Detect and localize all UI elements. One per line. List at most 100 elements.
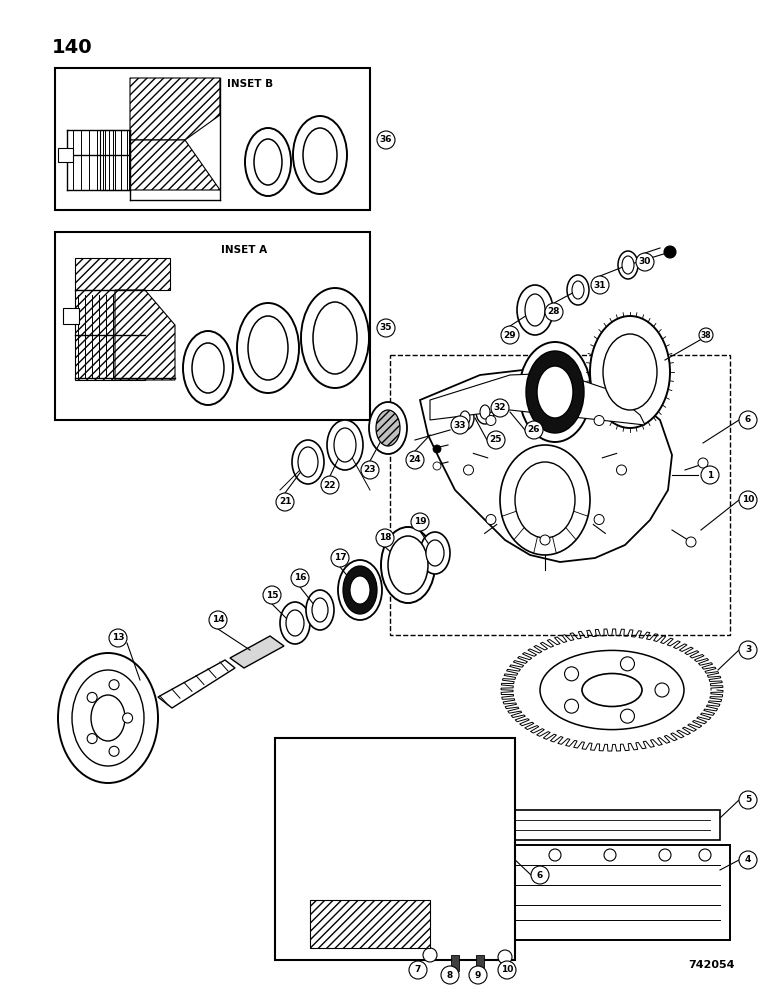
Text: 17: 17: [334, 554, 346, 562]
Circle shape: [686, 537, 696, 547]
Circle shape: [540, 535, 550, 545]
Bar: [55, 68, 370, 210]
Text: 742054: 742054: [689, 960, 735, 970]
Ellipse shape: [280, 602, 310, 644]
Ellipse shape: [426, 540, 444, 566]
Ellipse shape: [460, 411, 470, 425]
Text: 21: 21: [278, 497, 291, 506]
Text: 32: 32: [494, 403, 506, 412]
Circle shape: [594, 416, 604, 426]
Circle shape: [486, 416, 496, 426]
Polygon shape: [420, 368, 672, 562]
Ellipse shape: [298, 447, 318, 477]
Circle shape: [331, 549, 349, 567]
Bar: [476, 955, 484, 971]
Circle shape: [433, 445, 441, 453]
Circle shape: [491, 399, 509, 417]
Circle shape: [659, 849, 671, 861]
Ellipse shape: [582, 674, 642, 706]
Circle shape: [594, 514, 604, 524]
Ellipse shape: [72, 670, 144, 766]
Text: 35: 35: [380, 324, 392, 332]
Circle shape: [451, 416, 469, 434]
Bar: [451, 955, 459, 971]
Circle shape: [463, 465, 473, 475]
Circle shape: [376, 529, 394, 547]
Polygon shape: [158, 660, 235, 708]
Text: 8: 8: [447, 970, 453, 980]
Circle shape: [109, 629, 127, 647]
Circle shape: [565, 699, 579, 713]
Text: 38: 38: [700, 330, 711, 340]
Circle shape: [739, 411, 757, 429]
Circle shape: [441, 966, 459, 984]
Circle shape: [604, 849, 616, 861]
Ellipse shape: [245, 128, 291, 196]
Circle shape: [540, 395, 550, 405]
Circle shape: [469, 966, 487, 984]
Text: 30: 30: [639, 257, 651, 266]
Ellipse shape: [476, 400, 494, 424]
Circle shape: [616, 465, 626, 475]
Text: 10: 10: [742, 495, 754, 504]
Text: 1: 1: [707, 471, 713, 480]
Circle shape: [122, 713, 133, 723]
Text: INSET B: INSET B: [227, 79, 273, 89]
Text: 25: 25: [490, 436, 502, 444]
Polygon shape: [430, 373, 645, 425]
Circle shape: [433, 462, 441, 470]
Text: 26: 26: [528, 426, 541, 434]
Text: 18: 18: [379, 534, 392, 542]
Circle shape: [486, 514, 496, 524]
Circle shape: [698, 458, 708, 468]
Ellipse shape: [334, 428, 356, 462]
Circle shape: [739, 791, 757, 809]
Ellipse shape: [622, 256, 634, 274]
Circle shape: [591, 276, 609, 294]
Circle shape: [209, 611, 227, 629]
Ellipse shape: [618, 251, 638, 279]
Ellipse shape: [286, 610, 304, 636]
Ellipse shape: [338, 560, 382, 620]
Ellipse shape: [343, 566, 377, 614]
Circle shape: [655, 683, 669, 697]
Circle shape: [494, 849, 506, 861]
Ellipse shape: [91, 695, 125, 741]
Bar: [100, 130, 130, 190]
Text: 36: 36: [380, 135, 392, 144]
Circle shape: [498, 950, 512, 964]
Circle shape: [531, 866, 549, 884]
Circle shape: [439, 849, 451, 861]
Text: 23: 23: [363, 466, 376, 475]
Text: 7: 7: [415, 966, 421, 974]
Circle shape: [498, 961, 516, 979]
Ellipse shape: [480, 405, 490, 419]
Text: 28: 28: [548, 308, 560, 316]
Ellipse shape: [301, 288, 369, 388]
Circle shape: [377, 319, 395, 337]
Ellipse shape: [292, 440, 324, 484]
Ellipse shape: [58, 653, 158, 783]
Circle shape: [699, 849, 711, 861]
Polygon shape: [75, 258, 170, 380]
Circle shape: [423, 948, 437, 962]
Text: 4: 4: [745, 856, 751, 864]
Polygon shape: [415, 845, 730, 940]
Circle shape: [109, 746, 119, 756]
Polygon shape: [425, 810, 720, 840]
Text: 19: 19: [413, 518, 427, 526]
Circle shape: [109, 680, 119, 690]
Circle shape: [620, 709, 634, 723]
Circle shape: [409, 961, 427, 979]
Circle shape: [739, 641, 757, 659]
Circle shape: [87, 692, 98, 702]
Ellipse shape: [519, 342, 591, 442]
Text: 31: 31: [594, 280, 606, 290]
Ellipse shape: [192, 343, 224, 393]
Circle shape: [87, 734, 98, 744]
Text: 29: 29: [504, 330, 516, 340]
Circle shape: [739, 491, 757, 509]
Ellipse shape: [567, 275, 589, 305]
Polygon shape: [230, 636, 284, 668]
Bar: [63, 308, 79, 324]
